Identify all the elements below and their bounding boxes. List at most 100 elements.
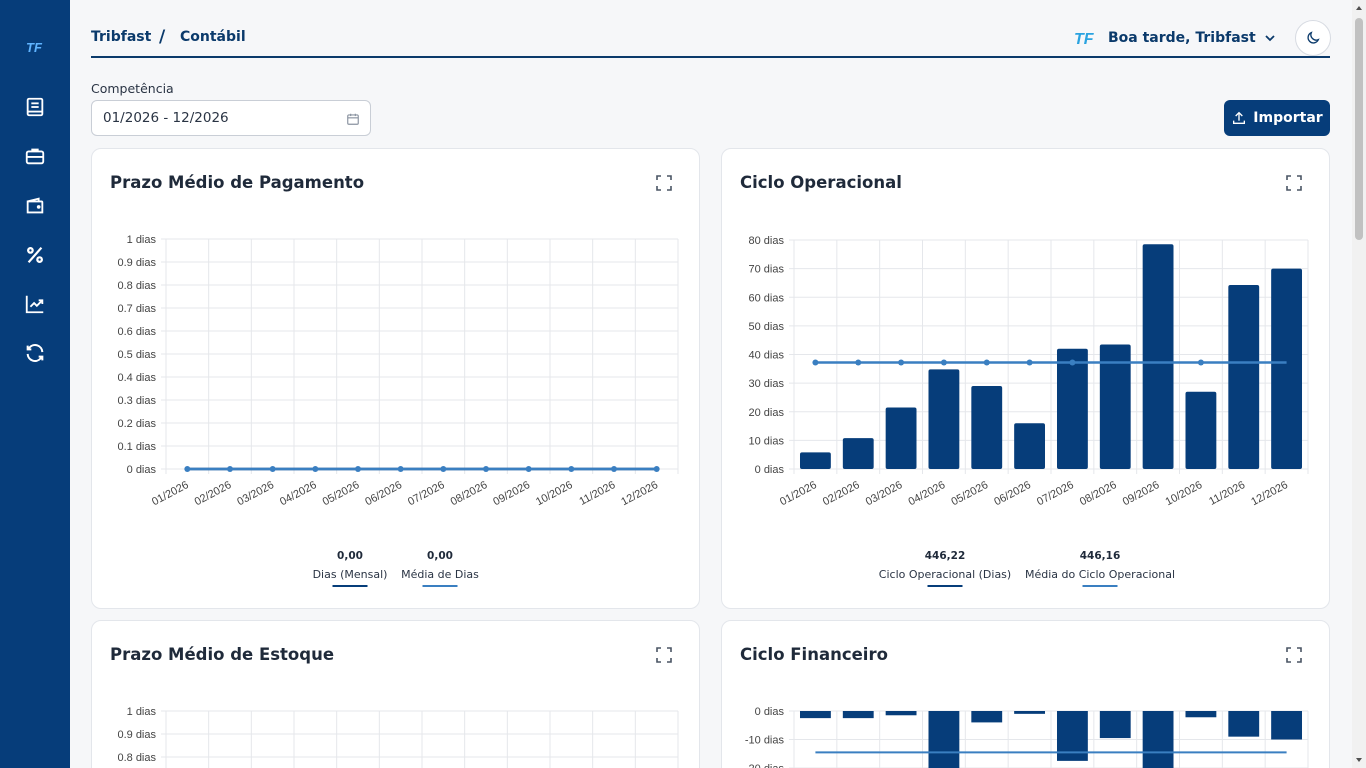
expand-icon[interactable] (1286, 175, 1302, 191)
y-tick-label: 0.6 dias (117, 326, 156, 338)
x-tick-label: 08/2026 (449, 479, 490, 508)
y-tick-label: 30 dias (749, 378, 785, 390)
y-tick-label: 0.5 dias (117, 349, 156, 361)
y-tick-label: 1 dias (127, 234, 157, 246)
bar (971, 711, 1003, 723)
legend-item-media-ciclo-operacional[interactable]: Média do Ciclo Operacional (1024, 568, 1176, 581)
refresh-icon (26, 344, 44, 362)
bar (1142, 244, 1174, 469)
data-point (812, 359, 819, 366)
y-tick-label: 0 dias (755, 464, 785, 476)
y-tick-label: 0.9 dias (117, 257, 156, 269)
import-button[interactable]: Importar (1224, 100, 1330, 136)
y-tick-label: 40 dias (749, 350, 785, 362)
x-tick-label: 12/2026 (619, 479, 660, 508)
moon-icon (1307, 31, 1320, 44)
x-tick-label: 10/2026 (534, 479, 575, 508)
bar (1271, 268, 1303, 469)
breadcrumb-item-contabil[interactable]: Contábil (180, 29, 246, 45)
calendar-icon[interactable] (346, 112, 360, 126)
sidebar-item-briefcase[interactable] (21, 142, 49, 170)
competencia-date-range-input[interactable]: 01/2026 - 12/2026 (91, 100, 371, 136)
bar (799, 711, 831, 719)
legend-value: 446,22 (924, 550, 966, 562)
x-tick-label: 12/2026 (1249, 479, 1290, 508)
x-tick-label: 07/2026 (406, 479, 447, 508)
book-icon (26, 97, 44, 117)
topbar: Tribfast / Contábil TF Boa tarde, Tribfa… (91, 0, 1331, 58)
y-tick-label: 0.9 dias (117, 729, 156, 741)
x-tick-label: 05/2026 (949, 479, 990, 508)
user-menu[interactable]: TF Boa tarde, Tribfast (1074, 26, 1276, 50)
y-tick-label: 1 dias (127, 706, 157, 718)
chart-prazo-medio-pagamento: 0 dias 0.1 dias 0.2 dias 0.3 dias 0.4 dias 0.… (117, 234, 679, 508)
legend-item-media-dias[interactable]: Média de Dias (401, 568, 479, 581)
y-tick-label: -20 dias (745, 763, 785, 768)
bar (1185, 711, 1217, 718)
breadcrumb-item-tribfast[interactable]: Tribfast (91, 29, 152, 45)
chart-ciclo-financeiro: 0 dias -10 dias -20 dias (745, 706, 1309, 768)
card-title: Prazo Médio de Pagamento (110, 173, 365, 192)
x-tick-label: 04/2026 (907, 479, 948, 508)
y-tick-label: 20 dias (749, 407, 785, 419)
data-point (983, 359, 990, 366)
sidebar: TF (0, 0, 70, 768)
expand-icon[interactable] (1286, 647, 1302, 663)
x-tick-label: 07/2026 (1035, 479, 1076, 508)
chart-card-prazo-medio-estoque: Prazo Médio de Estoque 1 dias 0.9 dias 0.8… (91, 620, 700, 768)
svg-text:TF: TF (1074, 31, 1095, 48)
x-tick-label: 09/2026 (1121, 479, 1162, 508)
briefcase-icon (25, 148, 45, 165)
scroll-down-icon[interactable] (1355, 756, 1363, 764)
y-tick-label: 50 dias (749, 321, 785, 333)
sidebar-item-percent[interactable] (21, 241, 49, 269)
legend-value: 446,16 (1079, 550, 1121, 562)
data-point (898, 359, 905, 366)
legend-value: 0,00 (337, 550, 363, 562)
y-tick-label: 0.8 dias (117, 752, 156, 764)
y-tick-label: 0.4 dias (117, 372, 156, 384)
theme-toggle-button[interactable] (1295, 20, 1331, 56)
sidebar-item-wallet[interactable] (21, 192, 49, 220)
scrollbar-thumb[interactable] (1355, 18, 1363, 240)
svg-text:TF: TF (26, 40, 43, 55)
expand-icon[interactable] (656, 647, 672, 663)
x-tick-label: 10/2026 (1164, 479, 1205, 508)
bar (928, 369, 960, 469)
bar (971, 385, 1003, 469)
bar (885, 711, 917, 716)
competencia-value: 01/2026 - 12/2026 (103, 110, 229, 126)
legend-item-dias-mensal[interactable]: Dias (Mensal) (312, 568, 388, 581)
y-tick-label: 10 dias (749, 435, 785, 447)
y-tick-label: -10 dias (745, 735, 785, 747)
data-point (1197, 359, 1204, 366)
x-tick-label: 02/2026 (821, 479, 862, 508)
trending-up-icon (25, 295, 44, 314)
chart-card-ciclo-operacional: Ciclo Operacional 0 dias 10 dias 20 dias 30… (721, 148, 1330, 609)
page-scrollbar[interactable] (1352, 0, 1366, 768)
expand-icon[interactable] (656, 175, 672, 191)
bar (1099, 711, 1131, 739)
sidebar-item-book[interactable] (21, 93, 49, 121)
bar (885, 407, 917, 469)
legend-swatch (927, 585, 963, 587)
x-tick-label: 03/2026 (864, 479, 905, 508)
card-title: Ciclo Operacional (740, 173, 902, 192)
breadcrumb-separator: / (159, 27, 166, 47)
x-tick-label: 04/2026 (278, 479, 319, 508)
sidebar-item-refresh[interactable] (21, 339, 49, 367)
x-tick-label: 02/2026 (193, 479, 234, 508)
bar (1142, 711, 1174, 768)
upload-icon (1233, 111, 1246, 124)
x-tick-label: 11/2026 (1207, 479, 1247, 508)
y-tick-label: 80 dias (749, 235, 785, 247)
bar (842, 711, 874, 719)
legend-item-ciclo-operacional[interactable]: Ciclo Operacional (Dias) (878, 568, 1012, 581)
sidebar-item-trending[interactable] (21, 290, 49, 318)
chart-ciclo-operacional: 0 dias 10 dias 20 dias 30 dias 40 dias 50 dia… (749, 235, 1309, 508)
x-tick-label: 01/2026 (150, 479, 191, 508)
scroll-up-icon[interactable] (1355, 4, 1363, 12)
x-tick-label: 06/2026 (363, 479, 404, 508)
legend-swatch (1082, 585, 1118, 587)
legend-value: 0,00 (427, 550, 453, 562)
